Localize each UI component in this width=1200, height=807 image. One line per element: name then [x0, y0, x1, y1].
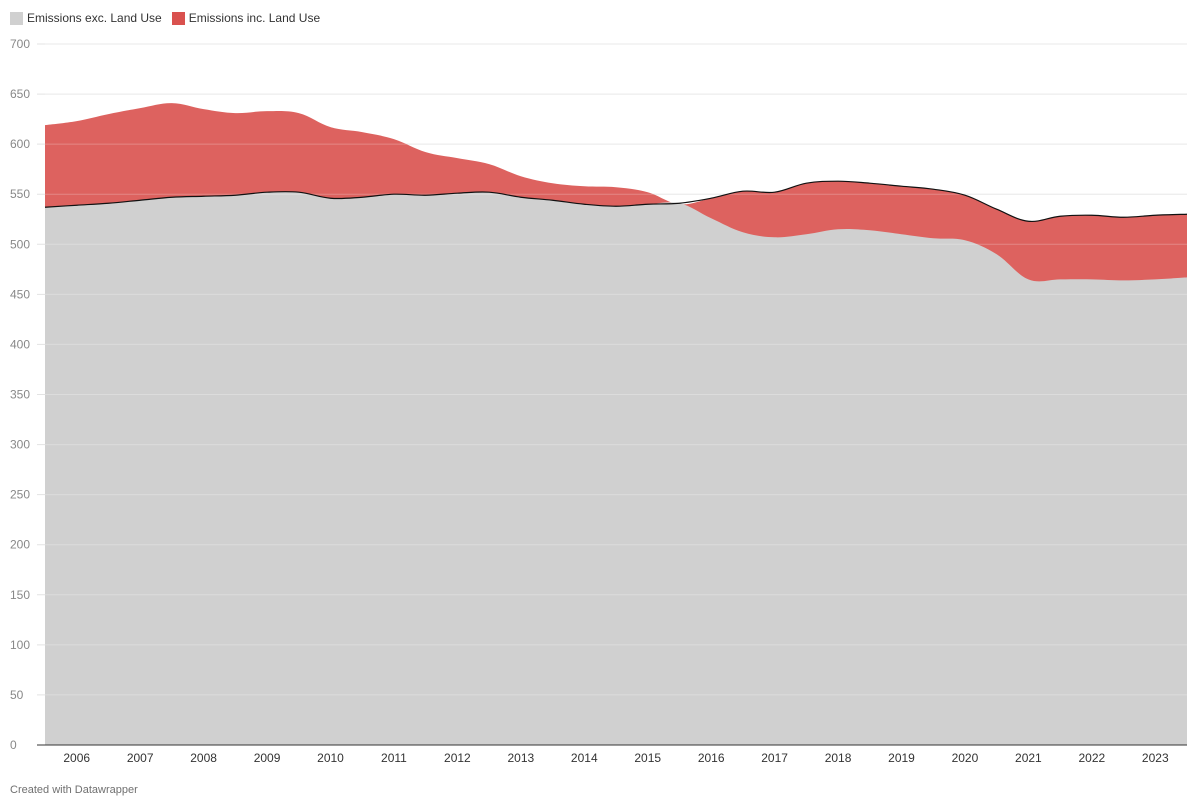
y-tick-label: 50 — [10, 688, 24, 702]
x-tick-label: 2006 — [63, 751, 90, 765]
legend-item-inc-land-use[interactable]: Emissions inc. Land Use — [171, 10, 321, 26]
y-tick-label: 500 — [10, 237, 30, 251]
x-tick-label: 2021 — [1015, 751, 1042, 765]
x-tick-label: 2018 — [825, 751, 852, 765]
x-tick-label: 2019 — [888, 751, 915, 765]
y-tick-label: 350 — [10, 388, 30, 402]
legend-label-inc-land-use: Emissions inc. Land Use — [188, 11, 321, 25]
y-tick-label: 400 — [10, 337, 30, 351]
y-tick-label: 0 — [10, 738, 17, 752]
y-tick-label: 100 — [10, 638, 30, 652]
x-tick-label: 2011 — [381, 751, 407, 765]
x-tick-label: 2013 — [507, 751, 534, 765]
y-tick-label: 650 — [10, 87, 30, 101]
x-tick-label: 2012 — [444, 751, 471, 765]
y-tick-label: 550 — [10, 187, 30, 201]
credit-text: Created with Datawrapper — [10, 784, 138, 796]
x-tick-label: 2014 — [571, 751, 598, 765]
y-tick-label: 700 — [10, 37, 30, 51]
x-tick-label: 2007 — [127, 751, 154, 765]
outline-line — [44, 180, 1188, 223]
y-tick-label: 600 — [10, 137, 30, 151]
x-tick-label: 2020 — [952, 751, 979, 765]
x-tick-label: 2010 — [317, 751, 344, 765]
x-tick-label: 2022 — [1078, 751, 1105, 765]
x-tick-label: 2023 — [1142, 751, 1169, 765]
y-tick-label: 150 — [10, 588, 30, 602]
x-tick-label: 2016 — [698, 751, 725, 765]
legend: Emissions exc. Land Use Emissions inc. L… — [10, 10, 320, 26]
x-tick-label: 2009 — [254, 751, 281, 765]
x-tick-label: 2017 — [761, 751, 788, 765]
y-tick-label: 300 — [10, 438, 30, 452]
legend-item-exc-land-use[interactable]: Emissions exc. Land Use — [10, 10, 162, 26]
legend-label-exc-land-use: Emissions exc. Land Use — [27, 11, 162, 25]
x-tick-label: 2015 — [634, 751, 661, 765]
area-exc-land-use — [45, 191, 1187, 745]
areas — [45, 43, 1187, 745]
y-tick-label: 250 — [10, 488, 30, 502]
y-tick-label: 200 — [10, 538, 30, 552]
y-tick-label: 450 — [10, 287, 30, 301]
series-lines — [44, 180, 1188, 223]
x-tick-label: 2008 — [190, 751, 217, 765]
legend-swatch-exc-land-use — [10, 11, 23, 25]
legend-swatch-inc-land-use — [171, 11, 185, 25]
axes: 0 50 100 150 200 250 300 350 400 450 500 550 600 650 7… — [10, 37, 1187, 765]
